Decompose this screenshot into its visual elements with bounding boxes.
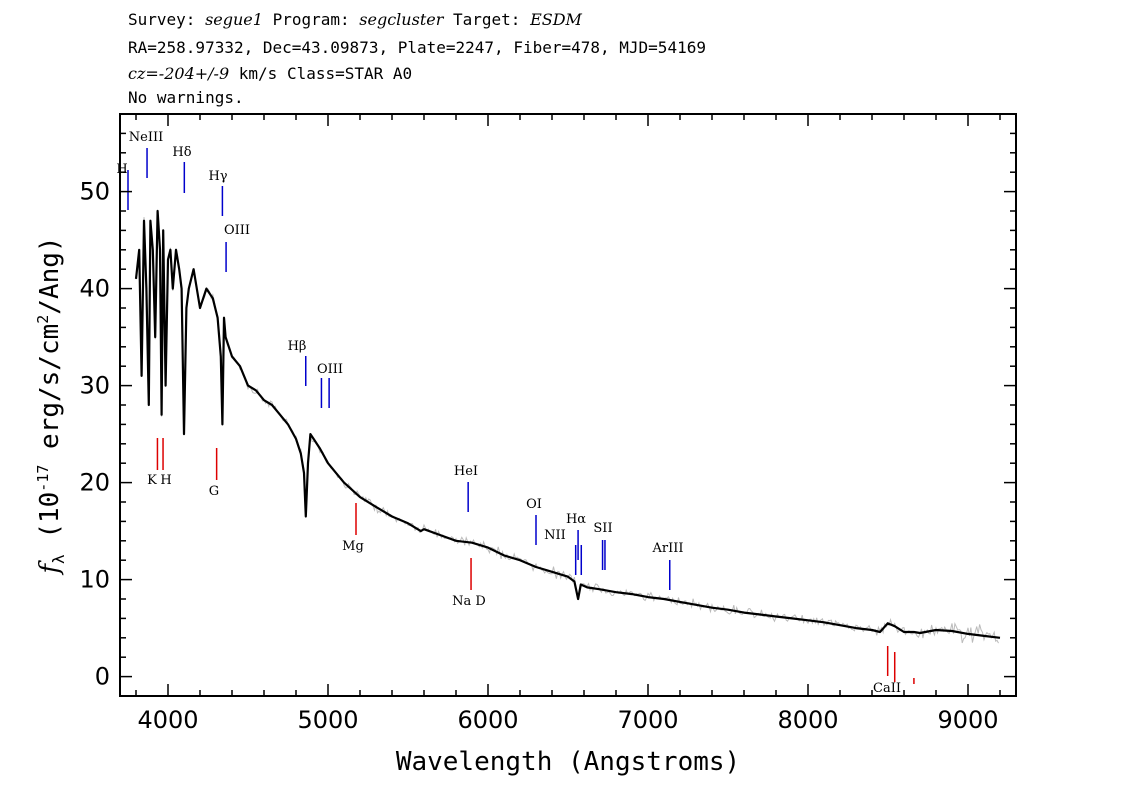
line-label-11: Hα — [566, 512, 586, 527]
y-label-sq: 2 — [34, 315, 52, 324]
y-label-lambda: λ — [49, 554, 68, 564]
line-label-17: H — [160, 473, 171, 488]
x-tick-label: 7000 — [617, 706, 678, 734]
line-label-4: OIII — [224, 223, 250, 238]
line-label-3: Hγ — [208, 169, 227, 184]
line-label-15: ArIII — [651, 541, 683, 556]
noise-band — [135, 209, 999, 644]
y-axis-label: fλ (10-17 erg/s/cm2/Ang) — [34, 236, 68, 575]
program-label: Program: — [272, 10, 350, 29]
header-line-2: RA=258.97332, Dec=43.09873, Plate=2247, … — [128, 38, 706, 57]
y-label-exp: -17 — [34, 465, 52, 492]
y-tick-label: 50 — [79, 178, 110, 206]
line-label-9: OI — [526, 497, 542, 512]
line-label-19: Mg — [342, 539, 364, 554]
warnings-text: No warnings. — [128, 88, 244, 107]
line-label-16: K — [147, 473, 157, 488]
survey-label: Survey: — [128, 10, 196, 29]
line-label-5: Hβ — [288, 339, 307, 354]
line-label-7: OIII — [317, 362, 343, 377]
x-tick-label: 8000 — [777, 706, 838, 734]
class-text: Class=STAR A0 — [286, 64, 413, 83]
x-tick-label: 5000 — [297, 706, 358, 734]
y-label-units-a: (10 — [35, 492, 65, 555]
y-label-units-b: erg/s/cm — [35, 324, 65, 465]
line-label-20: Na D — [452, 594, 486, 609]
cz-label: cz= — [128, 64, 159, 83]
target-value: ESDM — [530, 10, 582, 29]
target-label: Target: — [453, 10, 521, 29]
cz-units: km/s — [238, 64, 278, 83]
line-label-22: CaII — [873, 681, 901, 696]
program-value: segcluster — [359, 10, 444, 29]
line-label-18: G — [209, 484, 219, 499]
y-tick-label: 40 — [79, 275, 110, 303]
plot-frame — [119, 113, 1017, 697]
header-line-1: Survey: segue1 Program: segcluster Targe… — [128, 10, 582, 30]
cz-value: -204+/-9 — [158, 64, 230, 83]
line-label-10: NII — [544, 528, 566, 543]
noise-band-layer — [135, 209, 999, 644]
x-tick-label: 9000 — [937, 706, 998, 734]
x-tick-label: 4000 — [137, 706, 198, 734]
x-tick-label: 6000 — [457, 706, 518, 734]
flux-layer — [134, 209, 1001, 639]
axes-layer: 4000 5000 6000 7000 8000 9000 0 10 20 30 40 50 — [79, 114, 1016, 734]
flux-series-line — [134, 209, 1001, 639]
survey-value: segue1 — [205, 10, 263, 29]
y-tick-label: 10 — [79, 566, 110, 594]
y-tick-label: 20 — [79, 469, 110, 497]
line-label-0: H — [116, 162, 127, 177]
line-label-8: HeI — [454, 464, 478, 479]
y-label-units-c: /Ang) — [35, 236, 65, 314]
header-line-3: cz=-204+/-9 km/s Class=STAR A0 — [128, 64, 412, 84]
y-tick-label: 0 — [95, 663, 110, 691]
svg-text:fλ (10-17 erg/s/cm2/Ang): fλ (10-17 erg/s/cm2/Ang) — [34, 236, 68, 575]
line-label-13: SII — [593, 521, 612, 536]
y-tick-label: 30 — [79, 372, 110, 400]
x-axis-label: Wavelength (Angstroms) — [396, 747, 740, 777]
line-label-2: Hδ — [172, 145, 191, 160]
line-label-1: NeIII — [129, 130, 163, 145]
